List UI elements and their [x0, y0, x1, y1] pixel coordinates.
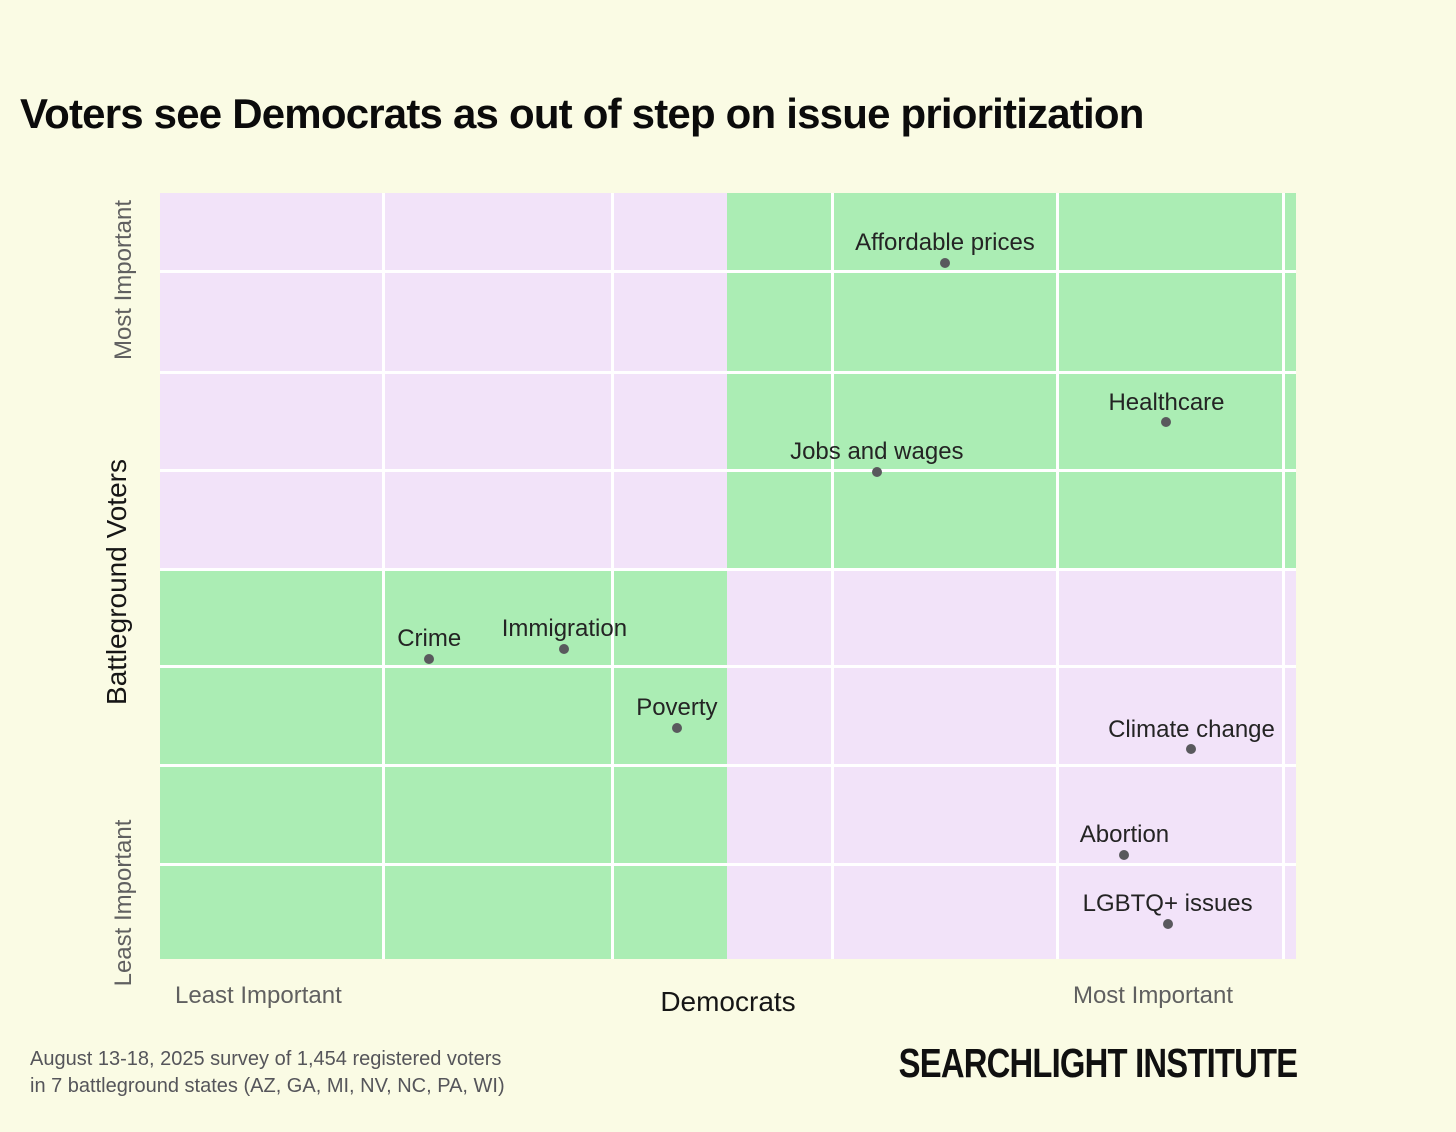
data-point-label: Climate change: [1108, 715, 1275, 743]
horizontal-gridline: [160, 270, 1296, 274]
data-point-label: Abortion: [1079, 821, 1170, 849]
data-point-label: Crime: [397, 625, 462, 653]
y-axis-title: Battleground Voters: [101, 459, 132, 705]
data-point-label: Affordable prices: [855, 229, 1035, 257]
data-point-dot: Jobs and wages: [790, 439, 964, 477]
vertical-gridline: [1055, 193, 1059, 959]
data-point-dot: Poverty: [636, 694, 718, 733]
data-point-dot: Immigration: [502, 615, 627, 654]
scatter-plot-area: Affordable prices Healthcare Jobs and wage…: [160, 193, 1296, 959]
vertical-gridline: [382, 193, 386, 959]
data-point-dot: LGBTQ+ issues: [1083, 890, 1253, 929]
x-axis-min-label: Least Important: [175, 982, 342, 1009]
vertical-gridline: [831, 193, 834, 959]
chart-title: Voters see Democrats as out of step on i…: [20, 90, 1144, 137]
source-note-line1: August 13-18, 2025 survey of 1,454 regis…: [30, 1048, 502, 1070]
vertical-gridline: [1282, 193, 1285, 959]
data-point-label: Jobs and wages: [790, 438, 964, 466]
data-point-dot: Healthcare: [1108, 389, 1225, 428]
data-point-dot: Climate change: [1108, 716, 1275, 755]
data-point-dot: Affordable prices: [855, 229, 1035, 268]
data-point-label: Immigration: [501, 615, 628, 643]
y-axis-min-label: Least Important: [110, 819, 137, 987]
data-point-label: LGBTQ+ issues: [1082, 890, 1253, 918]
horizontal-gridline: [160, 664, 1296, 668]
horizontal-gridline: [160, 764, 1296, 768]
x-axis-max-label: Most Important: [1072, 982, 1234, 1009]
data-point-dot: Abortion: [1080, 822, 1169, 860]
horizontal-gridline: [160, 370, 1296, 374]
horizontal-gridline: [160, 863, 1296, 867]
data-point-label: Poverty: [636, 694, 718, 722]
searchlight-institute-logo: SEARCHLIGHT INSTITUTE: [898, 1040, 1297, 1086]
x-axis-title: Democrats: [660, 986, 796, 1017]
source-note-line2: in 7 battleground states (AZ, GA, MI, NV…: [30, 1075, 505, 1097]
source-note: August 13-18, 2025 survey of 1,454 regis…: [30, 1046, 505, 1100]
data-point-dot: Crime: [397, 625, 461, 664]
y-axis-max-label: Most Important: [110, 199, 137, 361]
quadrant-top-right: [726, 193, 1296, 572]
horizontal-gridline: [160, 568, 1296, 572]
vertical-gridline: [610, 193, 614, 959]
data-point-label: Healthcare: [1108, 388, 1225, 416]
horizontal-gridline: [160, 468, 1296, 472]
